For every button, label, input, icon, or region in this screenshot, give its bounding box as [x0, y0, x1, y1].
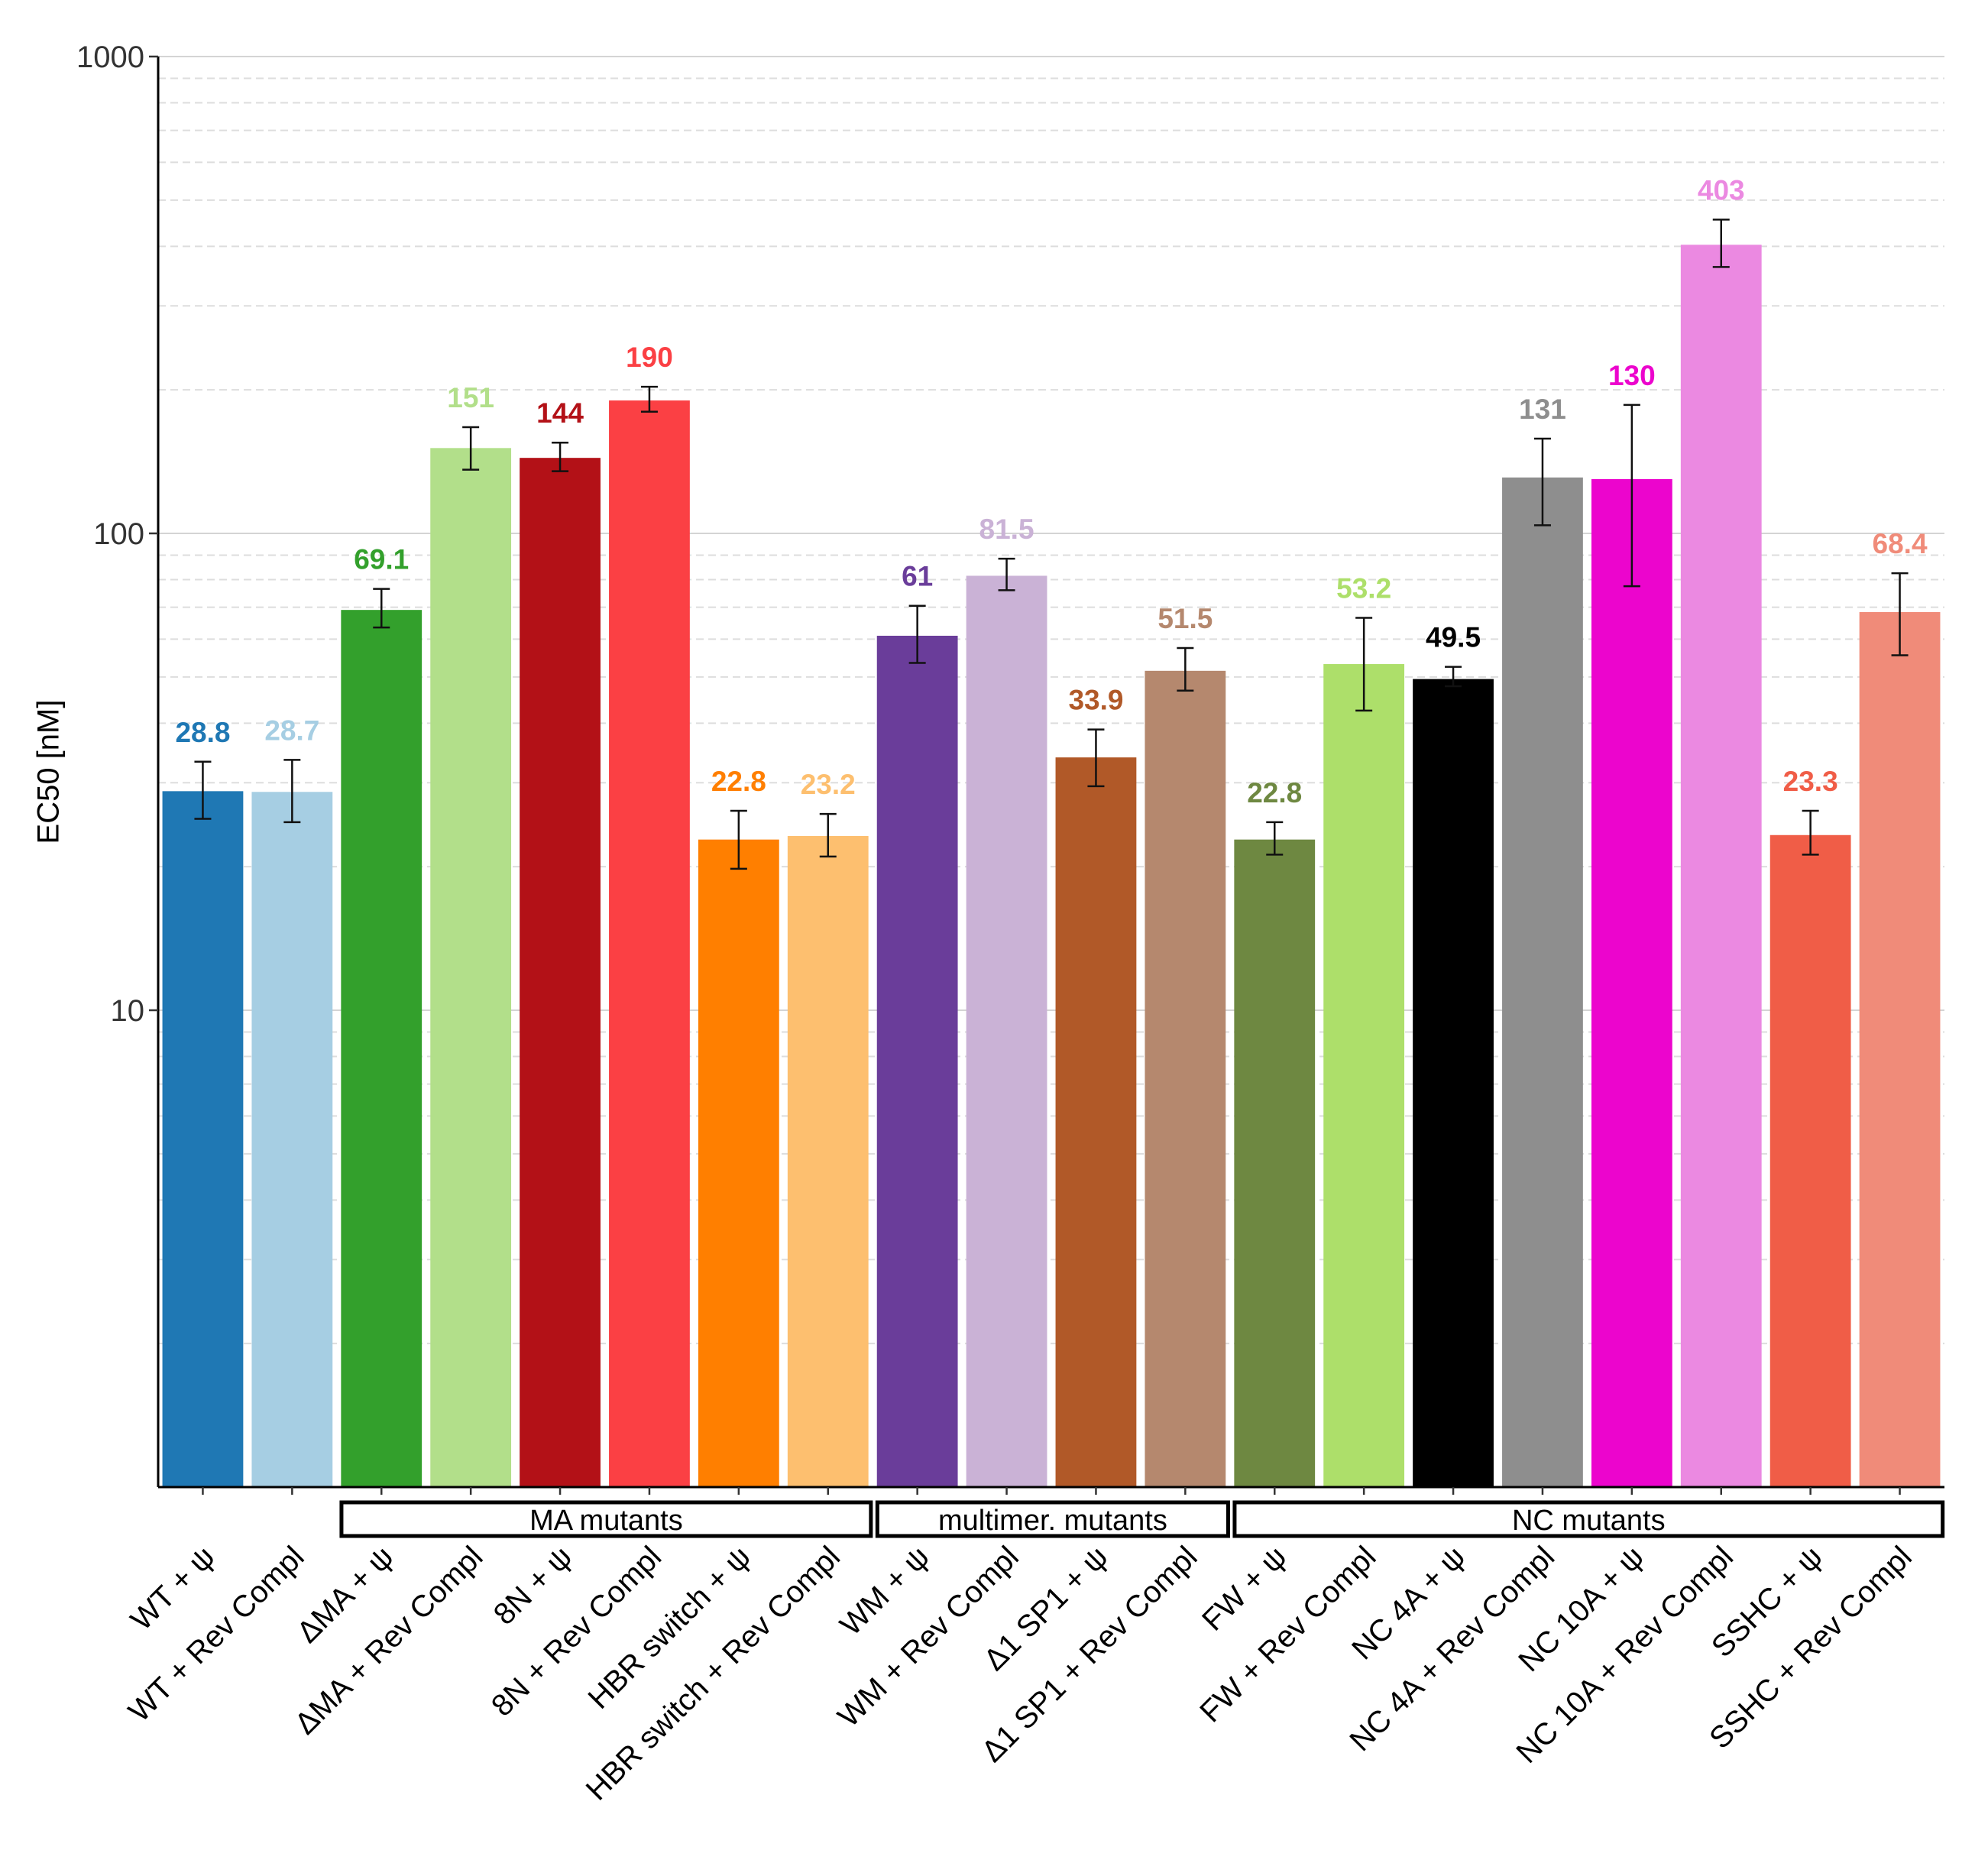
group-box	[339, 1500, 873, 1538]
bars	[162, 245, 1941, 1488]
value-label: 51.5	[1158, 603, 1213, 634]
value-label: 49.5	[1426, 622, 1481, 653]
bar	[698, 839, 779, 1487]
bar	[1234, 839, 1316, 1487]
bar	[876, 635, 958, 1488]
bar	[1591, 478, 1672, 1487]
y-tick-label: 10	[111, 994, 145, 1028]
group-label: NC mutants	[1512, 1505, 1666, 1537]
value-label: 23.2	[801, 769, 856, 800]
bar	[1680, 245, 1762, 1487]
bar	[609, 400, 690, 1487]
value-label: 53.2	[1336, 573, 1391, 604]
value-label: 28.7	[264, 715, 319, 746]
value-labels: 28.8 28.7 69.1 151 144 190 22.8 23.2 61 81.5 33.9 5…	[175, 174, 1928, 808]
y-tick-label: 100	[93, 517, 144, 551]
y-axis-title: EC50 [nM]	[32, 700, 66, 844]
group-box	[875, 1500, 1230, 1538]
axes	[157, 57, 1944, 1489]
group-label: MA mutants	[529, 1505, 683, 1537]
bar	[1145, 670, 1226, 1487]
y-tick-label: 1000	[76, 41, 144, 74]
value-label: 33.9	[1068, 685, 1123, 716]
bar	[1502, 477, 1583, 1487]
value-label: 69.1	[354, 544, 409, 575]
value-label: 151	[447, 382, 494, 413]
bar	[1055, 757, 1137, 1487]
bar	[1413, 679, 1494, 1487]
value-label: 403	[1698, 174, 1745, 206]
bar	[1859, 611, 1941, 1487]
bar	[251, 792, 333, 1487]
value-label: 130	[1608, 360, 1656, 391]
value-label: 190	[626, 342, 673, 373]
value-label: 28.8	[175, 717, 230, 748]
value-label: 23.3	[1783, 766, 1838, 797]
bar	[966, 575, 1047, 1487]
value-label: 22.8	[1247, 777, 1302, 808]
value-label: 144	[536, 397, 584, 429]
value-label: 131	[1519, 394, 1566, 425]
y-ticks: 10 100 1000	[76, 41, 1901, 1495]
group-label: multimer. mutants	[938, 1505, 1167, 1537]
value-label: 22.8	[711, 766, 766, 797]
bar	[341, 610, 423, 1487]
bar	[1323, 664, 1405, 1487]
bar	[1769, 834, 1851, 1487]
bar	[430, 448, 512, 1487]
bar	[787, 835, 869, 1487]
bar	[162, 791, 244, 1487]
bar	[520, 458, 601, 1487]
value-label: 81.5	[979, 514, 1034, 545]
value-label: 61	[902, 561, 933, 592]
group-box	[1232, 1500, 1945, 1538]
error-bars	[194, 219, 1909, 870]
group-brackets: MA mutants multimer. mutants NC mutants	[339, 1500, 1945, 1538]
value-label: 68.4	[1873, 528, 1928, 559]
